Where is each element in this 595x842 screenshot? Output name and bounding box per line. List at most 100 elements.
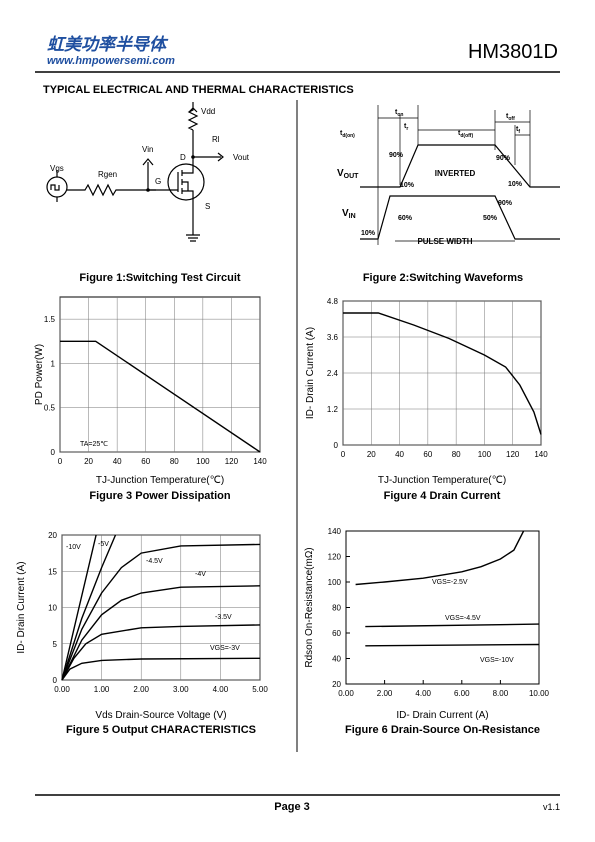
x-tick-label: 5.00 bbox=[252, 685, 268, 694]
switching-circuit: Vdd Rl Vin Vout D Vgs Rgen G S bbox=[46, 102, 250, 242]
x-tick-label: 2.00 bbox=[133, 685, 149, 694]
x-tick-label: 0.00 bbox=[54, 685, 70, 694]
x-tick-label: 140 bbox=[253, 457, 267, 466]
y-tick-label: 80 bbox=[332, 604, 341, 613]
y-tick-label: 5 bbox=[53, 640, 58, 649]
data-line bbox=[61, 534, 117, 681]
label: VOUT bbox=[337, 168, 359, 180]
label: 90% bbox=[498, 200, 513, 207]
x-tick-label: 10.00 bbox=[529, 689, 550, 698]
label: t bbox=[458, 130, 461, 137]
label: OUT bbox=[344, 173, 360, 180]
x-tick-label: 4.00 bbox=[213, 685, 229, 694]
label: PULSE WIDTH bbox=[417, 237, 472, 246]
figure-caption: Figure 6 Drain-Source On-Resistance bbox=[345, 724, 540, 736]
figure-caption: Figure 2:Switching Waveforms bbox=[363, 272, 523, 284]
switching-waveforms: td(on) ton tr td(off) toff tf VOUT VIN I… bbox=[337, 105, 560, 246]
data-line bbox=[343, 312, 542, 435]
x-tick-label: 8.00 bbox=[493, 689, 509, 698]
annotation: TA=25℃ bbox=[80, 441, 108, 448]
x-tick-label: 0 bbox=[58, 457, 63, 466]
figure-caption: Figure 4 Drain Current bbox=[384, 490, 501, 502]
label: VIN bbox=[342, 208, 356, 220]
label: 10% bbox=[508, 181, 523, 188]
label: Vin bbox=[142, 145, 153, 154]
x-tick-label: 20 bbox=[84, 457, 93, 466]
x-axis-label: Vds Drain-Source Voltage (V) bbox=[95, 710, 226, 721]
label: Vgs bbox=[50, 164, 64, 173]
series-label: VGS=-4.5V bbox=[445, 615, 481, 622]
series-label: VGS=-2.5V bbox=[432, 579, 468, 586]
y-axis-label: ID- Drain Current (A) bbox=[16, 561, 27, 653]
label: on bbox=[397, 112, 403, 118]
y-tick-label: 15 bbox=[48, 567, 57, 576]
label: td(off) bbox=[458, 130, 473, 139]
figure-caption: Figure 1:Switching Test Circuit bbox=[79, 272, 240, 284]
y-tick-label: 20 bbox=[332, 680, 341, 689]
label: V bbox=[337, 168, 344, 179]
label: Vout bbox=[233, 153, 250, 162]
y-tick-label: 0 bbox=[334, 441, 339, 450]
y-tick-label: 100 bbox=[328, 578, 342, 587]
data-line bbox=[60, 340, 261, 453]
y-tick-label: 0.5 bbox=[44, 404, 56, 413]
label: off bbox=[508, 116, 515, 122]
x-tick-label: 20 bbox=[367, 450, 376, 459]
data-line bbox=[355, 530, 525, 586]
y-axis-label: Rdson On-Resistance(mΩ) bbox=[304, 547, 315, 667]
label: V bbox=[342, 208, 349, 219]
label: 10% bbox=[361, 230, 376, 237]
label: d(on) bbox=[342, 133, 355, 139]
x-tick-label: 0.00 bbox=[338, 689, 354, 698]
x-axis-label: ID- Drain Current (A) bbox=[396, 710, 488, 721]
figure-caption: Figure 5 Output CHARACTERISTICS bbox=[66, 724, 256, 736]
x-tick-label: 1.00 bbox=[94, 685, 110, 694]
x-tick-label: 60 bbox=[423, 450, 432, 459]
y-tick-label: 120 bbox=[328, 553, 342, 562]
label: tf bbox=[516, 126, 520, 135]
label: t bbox=[404, 123, 407, 130]
label: r bbox=[406, 126, 408, 132]
y-tick-label: 3.6 bbox=[327, 333, 339, 342]
x-tick-label: 120 bbox=[506, 450, 520, 459]
label: 50% bbox=[483, 215, 498, 222]
label: Vdd bbox=[201, 107, 215, 116]
label: ton bbox=[395, 109, 403, 118]
series-label: -4.5V bbox=[146, 558, 163, 565]
label: t bbox=[506, 113, 509, 120]
x-tick-label: 4.00 bbox=[415, 689, 431, 698]
y-tick-label: 1.2 bbox=[327, 405, 339, 414]
data-line bbox=[365, 623, 540, 628]
x-tick-label: 6.00 bbox=[454, 689, 470, 698]
data-line bbox=[365, 643, 540, 647]
label: t bbox=[516, 126, 519, 133]
y-tick-label: 1 bbox=[51, 359, 56, 368]
label: f bbox=[518, 129, 520, 135]
x-tick-label: 40 bbox=[395, 450, 404, 459]
page-number: Page 3 bbox=[274, 801, 309, 813]
label: S bbox=[205, 202, 210, 211]
label: toff bbox=[506, 113, 515, 122]
label: td(on) bbox=[340, 130, 355, 139]
y-tick-label: 140 bbox=[328, 527, 342, 536]
data-line bbox=[61, 624, 261, 681]
label: d(off) bbox=[460, 133, 473, 139]
part-number: HM3801D bbox=[468, 41, 558, 63]
data-line bbox=[61, 657, 261, 681]
y-tick-label: 20 bbox=[48, 531, 57, 540]
x-tick-label: 80 bbox=[170, 457, 179, 466]
y-tick-label: 60 bbox=[332, 629, 341, 638]
label: Rl bbox=[212, 135, 220, 144]
x-tick-label: 3.00 bbox=[173, 685, 189, 694]
x-tick-label: 2.00 bbox=[377, 689, 393, 698]
y-tick-label: 2.4 bbox=[327, 369, 339, 378]
series-label: -3.5V bbox=[215, 614, 232, 621]
label: t bbox=[395, 109, 398, 116]
series-label: -10V bbox=[66, 544, 81, 551]
section-title: TYPICAL ELECTRICAL AND THERMAL CHARACTER… bbox=[43, 84, 354, 96]
data-line bbox=[61, 585, 261, 681]
label: 60% bbox=[398, 215, 413, 222]
x-tick-label: 100 bbox=[478, 450, 492, 459]
company: 虹美功率半导体 bbox=[47, 35, 169, 54]
x-tick-label: 0 bbox=[341, 450, 346, 459]
